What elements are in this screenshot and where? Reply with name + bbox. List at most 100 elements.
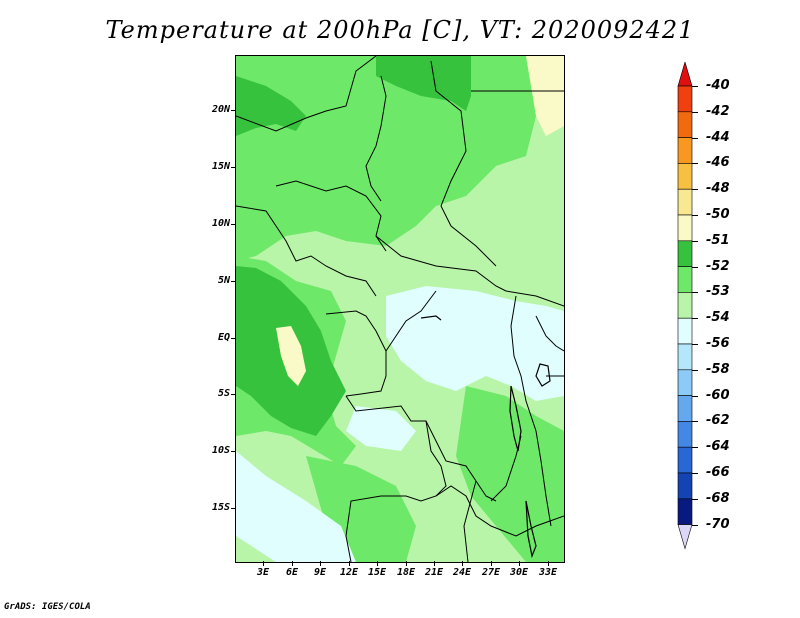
colorbar-tick bbox=[692, 111, 698, 113]
lat-label-eq: EQ bbox=[217, 332, 230, 343]
colorbar-tick bbox=[692, 344, 698, 345]
lat-tick bbox=[231, 281, 236, 282]
colorbar-label: -50 bbox=[706, 207, 730, 222]
colorbar-label: -60 bbox=[706, 387, 730, 403]
lat-tick bbox=[231, 394, 236, 395]
colorbar-tick bbox=[692, 447, 698, 449]
colorbar-segment bbox=[677, 498, 693, 525]
colorbar-segment bbox=[677, 111, 693, 138]
colorbar-tick bbox=[692, 215, 698, 216]
colorbar-tick bbox=[692, 189, 698, 191]
field-minus53-north bbox=[236, 56, 564, 261]
colorbar-segment bbox=[677, 188, 693, 216]
colorbar-tick bbox=[692, 240, 698, 242]
lat-label-15s: 15S bbox=[211, 502, 230, 513]
lon-label-21e: 21E bbox=[424, 567, 444, 578]
lon-label-3e: 3E bbox=[256, 567, 270, 578]
colorbar-tick bbox=[692, 163, 698, 165]
lon-tick bbox=[349, 561, 350, 566]
colorbar-segment bbox=[677, 163, 693, 190]
field-minus56-sw bbox=[236, 451, 356, 562]
colorbar-label: -48 bbox=[706, 181, 730, 197]
colorbar-label: -40 bbox=[706, 78, 730, 93]
colorbar-label: -46 bbox=[706, 155, 730, 171]
lon-label-33e: 33E bbox=[538, 567, 558, 578]
lon-tick bbox=[519, 561, 520, 566]
colorbar-label: -51 bbox=[706, 232, 730, 248]
colorbar-tick bbox=[692, 473, 698, 474]
lon-tick bbox=[548, 561, 549, 566]
colorbar-segment bbox=[677, 240, 693, 267]
colorbar-segment bbox=[677, 62, 693, 87]
colorbar-segment bbox=[677, 524, 693, 550]
map-title: Temperature at 200hPa [C], VT: 202009242… bbox=[105, 16, 695, 44]
lat-tick bbox=[231, 224, 236, 225]
field-minus52-north bbox=[376, 56, 471, 111]
colorbar-segment bbox=[677, 214, 693, 242]
colorbar-label: -66 bbox=[706, 465, 730, 480]
colorbar-label: -52 bbox=[706, 258, 730, 274]
colorbar-segment bbox=[677, 472, 693, 500]
lat-tick bbox=[231, 338, 236, 339]
colorbar-label: -56 bbox=[706, 336, 730, 351]
lon-label-27e: 27E bbox=[481, 567, 501, 578]
lon-label-15e: 15E bbox=[367, 567, 387, 578]
field-minus51-west bbox=[276, 326, 306, 386]
colorbar-label: -54 bbox=[706, 310, 730, 326]
colorbar-tick bbox=[692, 266, 698, 268]
lat-tick bbox=[231, 508, 236, 509]
lat-tick bbox=[231, 167, 236, 168]
footer-credit: GrADS: IGES/COLA bbox=[4, 602, 91, 612]
map-panel bbox=[235, 55, 565, 563]
lon-label-24e: 24E bbox=[452, 567, 472, 578]
lon-tick bbox=[263, 561, 264, 566]
lat-label-10n: 10N bbox=[211, 218, 230, 229]
colorbar-label: -70 bbox=[706, 516, 730, 532]
colorbar-segment bbox=[677, 369, 693, 396]
lat-label-15n: 15N bbox=[211, 161, 230, 172]
lon-label-9e: 9E bbox=[313, 567, 327, 578]
lon-tick bbox=[434, 561, 435, 566]
field-minus51-ne bbox=[526, 56, 564, 136]
lon-label-6e: 6E bbox=[285, 567, 299, 578]
colorbar-label: -62 bbox=[706, 413, 730, 429]
field-minus52-nw bbox=[236, 76, 306, 136]
colorbar-label: -53 bbox=[706, 284, 730, 300]
colorbar-tick bbox=[692, 292, 698, 294]
lake-outlines bbox=[420, 315, 551, 559]
lat-label-20n: 20N bbox=[211, 104, 230, 115]
lon-label-30e: 30E bbox=[509, 567, 529, 578]
lat-tick bbox=[231, 110, 236, 111]
colorbar-label: -44 bbox=[706, 129, 730, 145]
colorbar-label: -58 bbox=[706, 361, 730, 377]
lon-tick bbox=[462, 561, 463, 566]
colorbar-tick bbox=[692, 86, 698, 87]
colorbar-segment bbox=[677, 421, 693, 448]
temperature-field-map bbox=[236, 56, 564, 562]
lon-label-12e: 12E bbox=[339, 567, 359, 578]
colorbar-segment bbox=[677, 317, 693, 345]
country-borders bbox=[236, 56, 564, 562]
lon-tick bbox=[491, 561, 492, 566]
lon-label-18e: 18E bbox=[396, 567, 416, 578]
colorbar-tick bbox=[692, 137, 698, 139]
colorbar-segment bbox=[677, 85, 693, 113]
colorbar-segment bbox=[677, 395, 693, 422]
lat-label-5s: 5S bbox=[217, 388, 230, 399]
lon-tick bbox=[320, 561, 321, 566]
lon-tick bbox=[377, 561, 378, 566]
colorbar-label: -64 bbox=[706, 439, 730, 455]
colorbar-tick bbox=[692, 369, 698, 371]
colorbar-tick bbox=[692, 524, 698, 526]
colorbar-segment bbox=[677, 137, 693, 164]
lat-tick bbox=[231, 451, 236, 452]
colorbar-segment bbox=[677, 343, 693, 371]
colorbar-label: -42 bbox=[706, 103, 730, 119]
colorbar-segments bbox=[677, 62, 693, 550]
lat-label-10s: 10S bbox=[211, 445, 230, 456]
colorbar-tick bbox=[692, 421, 698, 423]
colorbar-segment bbox=[677, 266, 693, 293]
lat-label-5n: 5N bbox=[217, 275, 230, 286]
field-minus56-south bbox=[346, 406, 416, 451]
colorbar-segment bbox=[677, 446, 693, 474]
